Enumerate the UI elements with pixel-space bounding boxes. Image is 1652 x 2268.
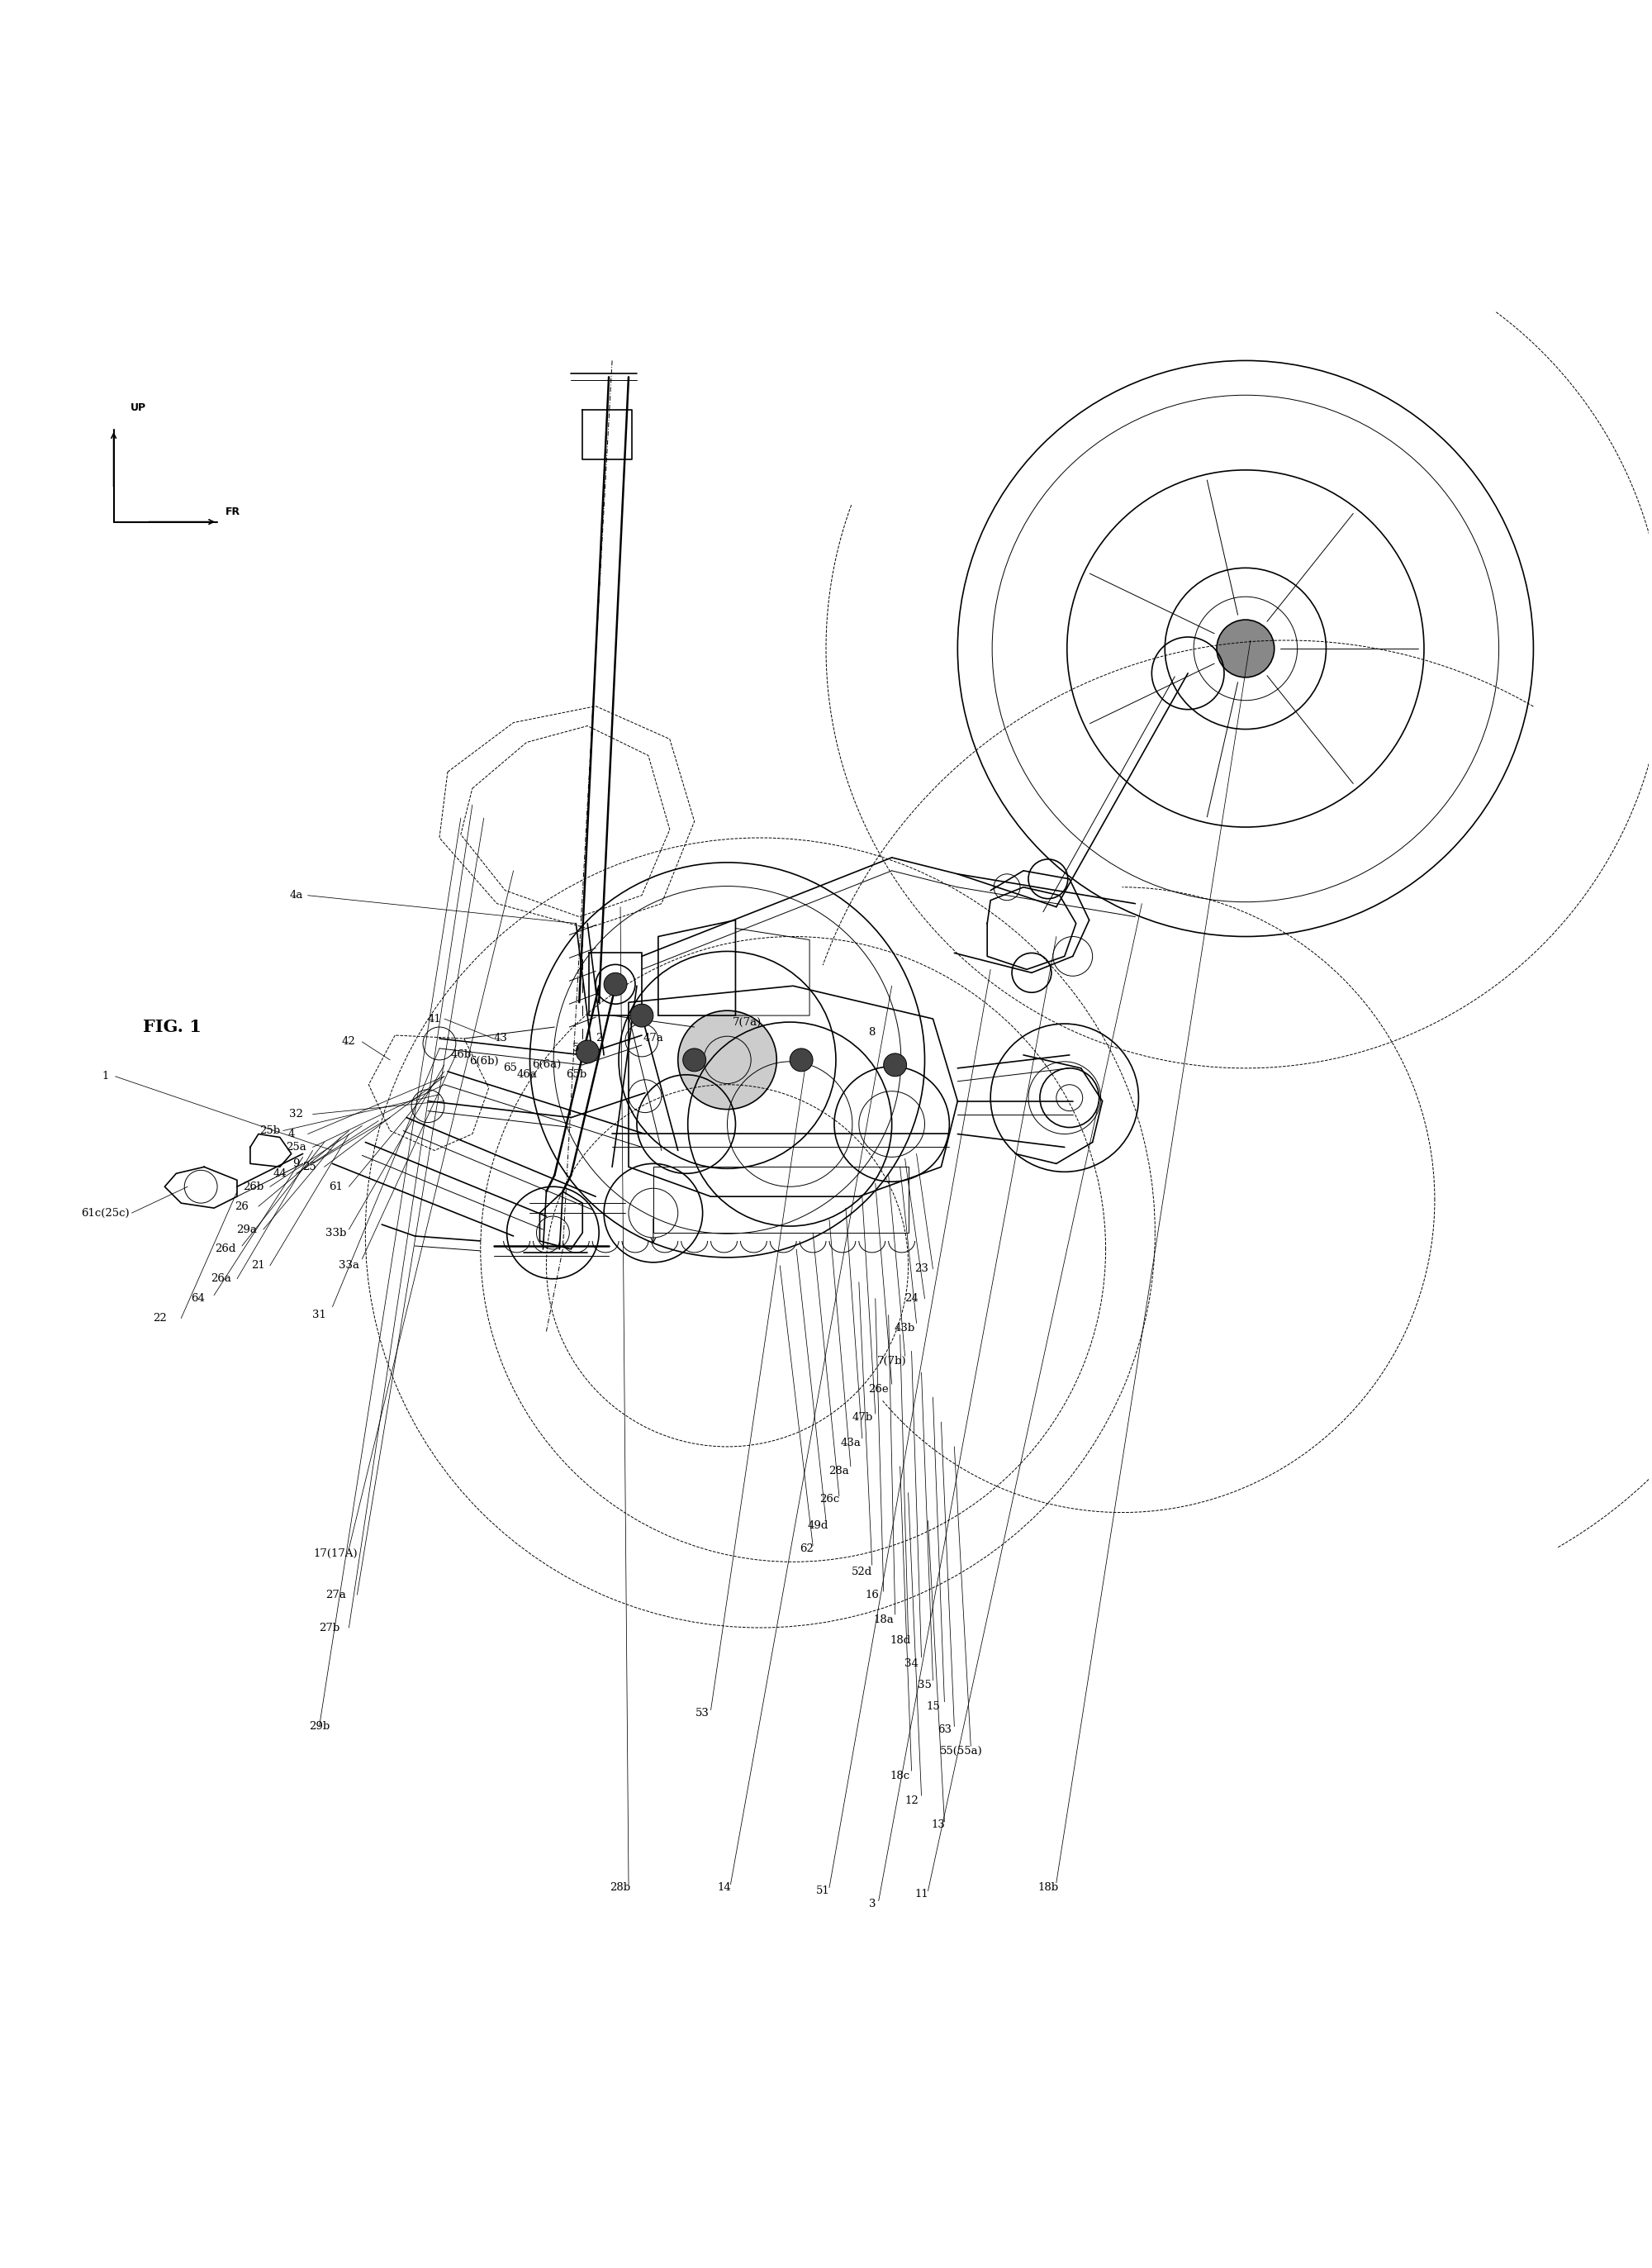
- Text: 55(55a): 55(55a): [940, 1746, 983, 1755]
- Text: 14: 14: [717, 1882, 730, 1894]
- Text: 4a: 4a: [289, 889, 302, 900]
- Text: 61c(25c): 61c(25c): [81, 1207, 129, 1218]
- Text: 43: 43: [494, 1034, 507, 1043]
- Text: 1: 1: [102, 1070, 109, 1082]
- Text: 65b: 65b: [565, 1070, 586, 1080]
- Text: 47a: 47a: [643, 1034, 664, 1043]
- Text: 34: 34: [905, 1658, 919, 1669]
- Text: 46a: 46a: [517, 1070, 537, 1080]
- Text: 33b: 33b: [325, 1227, 347, 1238]
- Text: 7(7a): 7(7a): [732, 1016, 762, 1027]
- Text: 21: 21: [251, 1261, 266, 1270]
- Text: 27b: 27b: [319, 1622, 340, 1633]
- Text: 23: 23: [915, 1263, 928, 1275]
- Text: 53: 53: [695, 1708, 710, 1719]
- Text: 18d: 18d: [889, 1635, 910, 1647]
- Text: 52d: 52d: [852, 1567, 872, 1576]
- Text: 63: 63: [937, 1724, 952, 1735]
- Text: 8: 8: [869, 1027, 876, 1036]
- Text: 25b: 25b: [259, 1125, 281, 1136]
- Text: 32: 32: [289, 1109, 304, 1120]
- Text: 65: 65: [504, 1064, 517, 1073]
- Circle shape: [629, 1005, 653, 1027]
- Text: 26c: 26c: [819, 1495, 839, 1504]
- Text: 13: 13: [930, 1819, 945, 1830]
- Text: 31: 31: [312, 1309, 327, 1320]
- Text: 25: 25: [302, 1161, 316, 1173]
- Circle shape: [577, 1041, 600, 1064]
- Circle shape: [682, 1048, 705, 1070]
- Text: 44: 44: [273, 1168, 287, 1179]
- Text: 29a: 29a: [236, 1225, 258, 1234]
- Text: FR: FR: [226, 506, 241, 517]
- Text: 16: 16: [866, 1590, 879, 1601]
- Text: 3: 3: [869, 1898, 876, 1910]
- Text: 43a: 43a: [841, 1438, 861, 1449]
- Text: 25a: 25a: [286, 1141, 307, 1152]
- Circle shape: [677, 1012, 776, 1109]
- Text: 2: 2: [595, 1034, 603, 1043]
- Text: 28b: 28b: [610, 1882, 631, 1894]
- Text: FIG. 1: FIG. 1: [144, 1018, 202, 1034]
- Text: 9: 9: [292, 1159, 299, 1168]
- Text: 15: 15: [927, 1701, 940, 1712]
- Text: 29b: 29b: [309, 1721, 330, 1733]
- Text: 43b: 43b: [894, 1322, 915, 1334]
- Text: 61: 61: [329, 1182, 342, 1193]
- Text: 26e: 26e: [869, 1383, 889, 1395]
- Text: 12: 12: [905, 1794, 919, 1805]
- Text: 6(6b): 6(6b): [469, 1057, 499, 1066]
- Text: 42: 42: [342, 1036, 355, 1048]
- Text: 24: 24: [905, 1293, 919, 1304]
- Text: 26b: 26b: [243, 1182, 264, 1193]
- Circle shape: [605, 973, 628, 996]
- Circle shape: [1218, 619, 1274, 678]
- Text: 22: 22: [152, 1313, 167, 1325]
- Text: 17(17A): 17(17A): [314, 1549, 358, 1558]
- Text: 6(6a): 6(6a): [532, 1059, 562, 1070]
- Text: 51: 51: [816, 1885, 829, 1896]
- Text: 49d: 49d: [808, 1520, 828, 1531]
- Text: 18a: 18a: [874, 1615, 894, 1624]
- Circle shape: [790, 1048, 813, 1070]
- Text: UP: UP: [131, 401, 145, 413]
- Text: 33a: 33a: [339, 1261, 358, 1270]
- Text: 18b: 18b: [1037, 1882, 1059, 1894]
- Text: 26: 26: [235, 1202, 249, 1211]
- Text: 28a: 28a: [829, 1465, 849, 1476]
- Text: 41: 41: [428, 1014, 441, 1025]
- Text: 7(7b): 7(7b): [877, 1356, 907, 1365]
- Text: 11: 11: [915, 1889, 928, 1901]
- Text: 26a: 26a: [210, 1272, 231, 1284]
- Text: 4: 4: [287, 1129, 294, 1139]
- Text: 62: 62: [800, 1542, 813, 1554]
- Text: 18c: 18c: [890, 1771, 910, 1780]
- Text: 47b: 47b: [852, 1411, 872, 1422]
- Circle shape: [884, 1052, 907, 1077]
- Text: 46b: 46b: [451, 1050, 471, 1061]
- Text: 27a: 27a: [325, 1590, 345, 1601]
- Text: 64: 64: [190, 1293, 205, 1304]
- Text: 5: 5: [573, 1043, 580, 1055]
- Text: 35: 35: [919, 1681, 932, 1690]
- Text: 26d: 26d: [215, 1243, 236, 1254]
